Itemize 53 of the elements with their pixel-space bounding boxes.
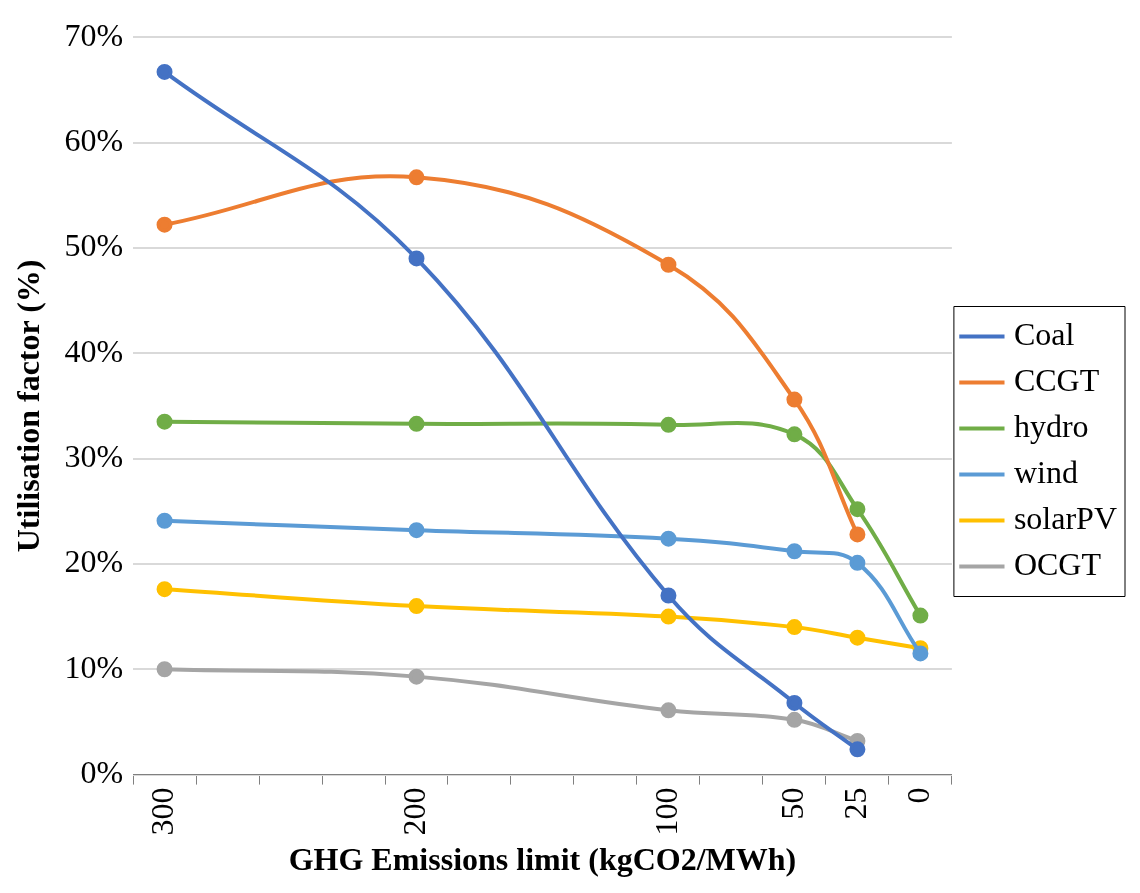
point bbox=[408, 415, 425, 432]
x-axis-title: GHG Emissions limit (kgCO2/MWh) bbox=[288, 841, 797, 878]
point bbox=[660, 587, 677, 604]
point bbox=[660, 256, 677, 273]
legend-label: OCGT bbox=[1013, 545, 1102, 582]
point bbox=[849, 741, 866, 758]
y-tick-label: 10% bbox=[64, 648, 124, 685]
point bbox=[660, 608, 677, 625]
legend-label: CCGT bbox=[1013, 361, 1100, 398]
point bbox=[660, 416, 677, 433]
point bbox=[849, 526, 866, 543]
y-tick-label: 30% bbox=[64, 437, 124, 474]
point bbox=[786, 711, 803, 728]
point bbox=[408, 250, 425, 267]
x-tick-label: 0 bbox=[899, 787, 936, 804]
legend-label: Coal bbox=[1013, 315, 1075, 352]
point bbox=[786, 694, 803, 711]
x-tick-label: 25 bbox=[836, 787, 873, 820]
legend-label: wind bbox=[1013, 453, 1078, 490]
x-tick-label: 200 bbox=[395, 787, 432, 836]
point bbox=[156, 63, 173, 80]
y-tick-label: 40% bbox=[64, 332, 124, 369]
point bbox=[912, 645, 929, 662]
point bbox=[786, 543, 803, 560]
point bbox=[156, 661, 173, 678]
point bbox=[786, 426, 803, 443]
point bbox=[849, 554, 866, 571]
point bbox=[408, 598, 425, 615]
x-tick-label: 100 bbox=[647, 787, 684, 836]
point bbox=[912, 607, 929, 624]
point bbox=[408, 169, 425, 186]
point bbox=[408, 668, 425, 685]
legend-label: hydro bbox=[1013, 407, 1089, 444]
point bbox=[408, 522, 425, 539]
point bbox=[849, 501, 866, 518]
y-tick-label: 50% bbox=[64, 227, 124, 264]
point bbox=[156, 413, 173, 430]
point bbox=[786, 619, 803, 636]
x-tick-label: 50 bbox=[773, 787, 810, 820]
legend-label: solarPV bbox=[1013, 499, 1117, 536]
point bbox=[156, 581, 173, 598]
point bbox=[660, 530, 677, 547]
y-tick-label: 60% bbox=[64, 121, 124, 158]
y-axis-title: Utilisation factor (%) bbox=[10, 259, 47, 553]
y-tick-label: 0% bbox=[80, 754, 124, 791]
y-tick-label: 20% bbox=[64, 543, 124, 580]
point bbox=[660, 702, 677, 719]
point bbox=[849, 629, 866, 646]
point bbox=[156, 216, 173, 233]
point bbox=[156, 512, 173, 529]
point bbox=[786, 391, 803, 408]
y-tick-label: 70% bbox=[64, 16, 124, 53]
x-tick-label: 300 bbox=[143, 787, 180, 836]
